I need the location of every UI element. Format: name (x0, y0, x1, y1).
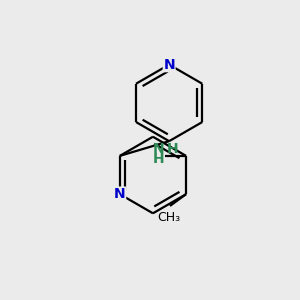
Text: N: N (152, 142, 164, 155)
Text: N: N (114, 187, 126, 201)
Text: H: H (167, 142, 178, 155)
Text: N: N (163, 58, 175, 72)
Text: CH₃: CH₃ (157, 211, 180, 224)
Text: H: H (152, 152, 164, 166)
